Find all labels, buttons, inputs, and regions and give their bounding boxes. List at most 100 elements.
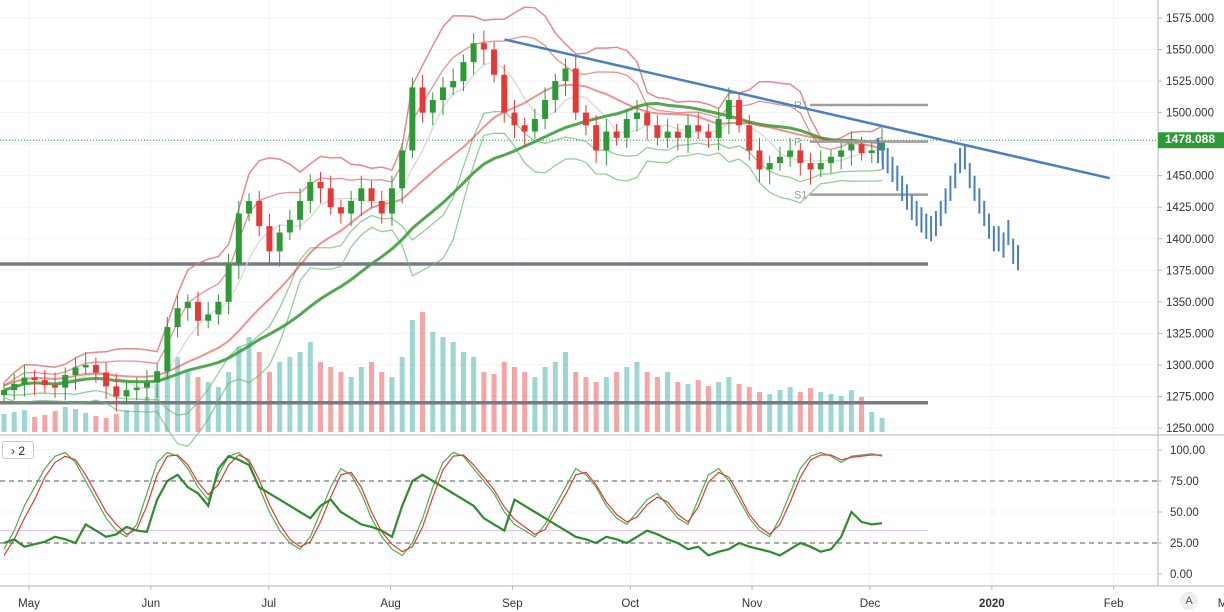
volume-bar xyxy=(205,382,211,432)
candle xyxy=(633,112,640,119)
candle xyxy=(52,385,59,388)
auto-scale-button[interactable]: A xyxy=(1180,592,1198,610)
candle xyxy=(776,156,783,164)
candle xyxy=(419,87,426,113)
mid-ma xyxy=(3,83,883,387)
trendline[interactable] xyxy=(504,38,1111,180)
axes xyxy=(0,0,1224,587)
volume-bar xyxy=(797,392,803,432)
volume-bar xyxy=(838,396,844,432)
candle xyxy=(613,131,620,138)
stochastic-d-line xyxy=(3,454,882,556)
candle xyxy=(123,390,130,397)
x-tick-label: Mar xyxy=(1218,598,1224,610)
volume-bar xyxy=(716,382,722,432)
candle xyxy=(766,163,773,170)
y-tick-label: 1325.000 xyxy=(1166,328,1214,340)
resistance-trendline[interactable] xyxy=(504,38,1111,180)
upper-band-inner xyxy=(3,35,883,387)
candle xyxy=(838,150,845,157)
volume-bar xyxy=(440,337,446,432)
y-tick-label: 1500.000 xyxy=(1166,108,1214,120)
volume-bar xyxy=(869,412,875,432)
candle xyxy=(31,377,38,381)
volume-bar xyxy=(695,380,701,432)
rsi-line xyxy=(3,454,883,557)
volume-bar xyxy=(593,382,599,432)
candle xyxy=(358,188,365,201)
volume-bar xyxy=(277,362,283,432)
lower-band-outer xyxy=(3,132,883,448)
volume-bar xyxy=(542,367,548,432)
volume-bar xyxy=(297,352,303,432)
y-tick-label: 1450.000 xyxy=(1166,171,1214,183)
volume-bar xyxy=(144,397,150,432)
candle xyxy=(399,150,406,189)
candle xyxy=(184,301,191,309)
volume-bar xyxy=(358,367,364,432)
x-tick-label: Oct xyxy=(621,598,640,610)
volume-bar xyxy=(21,410,27,432)
pane-toggle-button[interactable]: › 2 xyxy=(2,441,34,459)
volume-bar xyxy=(675,382,681,432)
volume-bar xyxy=(563,352,569,432)
candle xyxy=(521,125,528,132)
volume-bar xyxy=(511,367,517,432)
candle xyxy=(143,382,150,388)
last-price-label: 1478.088 xyxy=(1164,132,1216,146)
volume-bar xyxy=(246,337,252,432)
candle xyxy=(215,301,222,315)
candle xyxy=(623,118,630,138)
volume-bar xyxy=(164,362,170,432)
candle xyxy=(868,150,875,153)
candle xyxy=(276,232,283,252)
volume-bar xyxy=(818,392,824,432)
volume-bar xyxy=(42,415,48,432)
x-tick-label: Jul xyxy=(261,598,276,610)
volume-bar xyxy=(736,384,742,432)
candle xyxy=(307,182,314,201)
y-tick-label: 1350.000 xyxy=(1166,297,1214,309)
candle xyxy=(685,125,692,138)
time-axis-labels: May Jun Jul Aug Sep Oct Nov Dec 2020 Feb Mar xyxy=(18,586,1224,610)
slow-ma xyxy=(3,101,883,392)
y-tick-label: 1275.000 xyxy=(1166,391,1214,403)
candle xyxy=(807,163,814,170)
volume-bar xyxy=(787,387,793,432)
volume-bar xyxy=(175,357,181,432)
candlesticks xyxy=(1,30,885,412)
candle xyxy=(664,131,671,138)
volume-bar xyxy=(746,387,752,432)
candle xyxy=(205,314,212,321)
volume-bar xyxy=(634,362,640,432)
x-tick-label: Feb xyxy=(1104,598,1124,610)
candle xyxy=(572,68,579,113)
volume-bar xyxy=(52,411,58,432)
x-tick-label: 2020 xyxy=(979,598,1005,610)
grid-lines xyxy=(0,0,1158,586)
volume-bar xyxy=(256,352,262,432)
volume-bar xyxy=(420,312,426,432)
volume-bar xyxy=(369,362,375,432)
x-tick-label: May xyxy=(18,598,40,610)
candle xyxy=(460,62,467,82)
volume-bar xyxy=(777,390,783,432)
candle xyxy=(256,200,263,227)
y-tick-label: 1425.000 xyxy=(1166,202,1214,214)
osc-tick-label: 25.00 xyxy=(1170,538,1199,550)
volume-bar xyxy=(1,414,7,432)
candle xyxy=(827,156,834,164)
volume-bar xyxy=(72,409,78,432)
volume-bar xyxy=(62,407,68,432)
volume-bar xyxy=(685,384,691,432)
candle xyxy=(501,74,508,113)
candle xyxy=(603,131,610,151)
candle xyxy=(654,125,661,138)
pivot-label: P xyxy=(794,137,801,149)
candle xyxy=(297,200,304,220)
volume-bar xyxy=(552,362,558,432)
candle xyxy=(746,125,753,151)
osc-tick-label: 100.00 xyxy=(1170,445,1205,457)
